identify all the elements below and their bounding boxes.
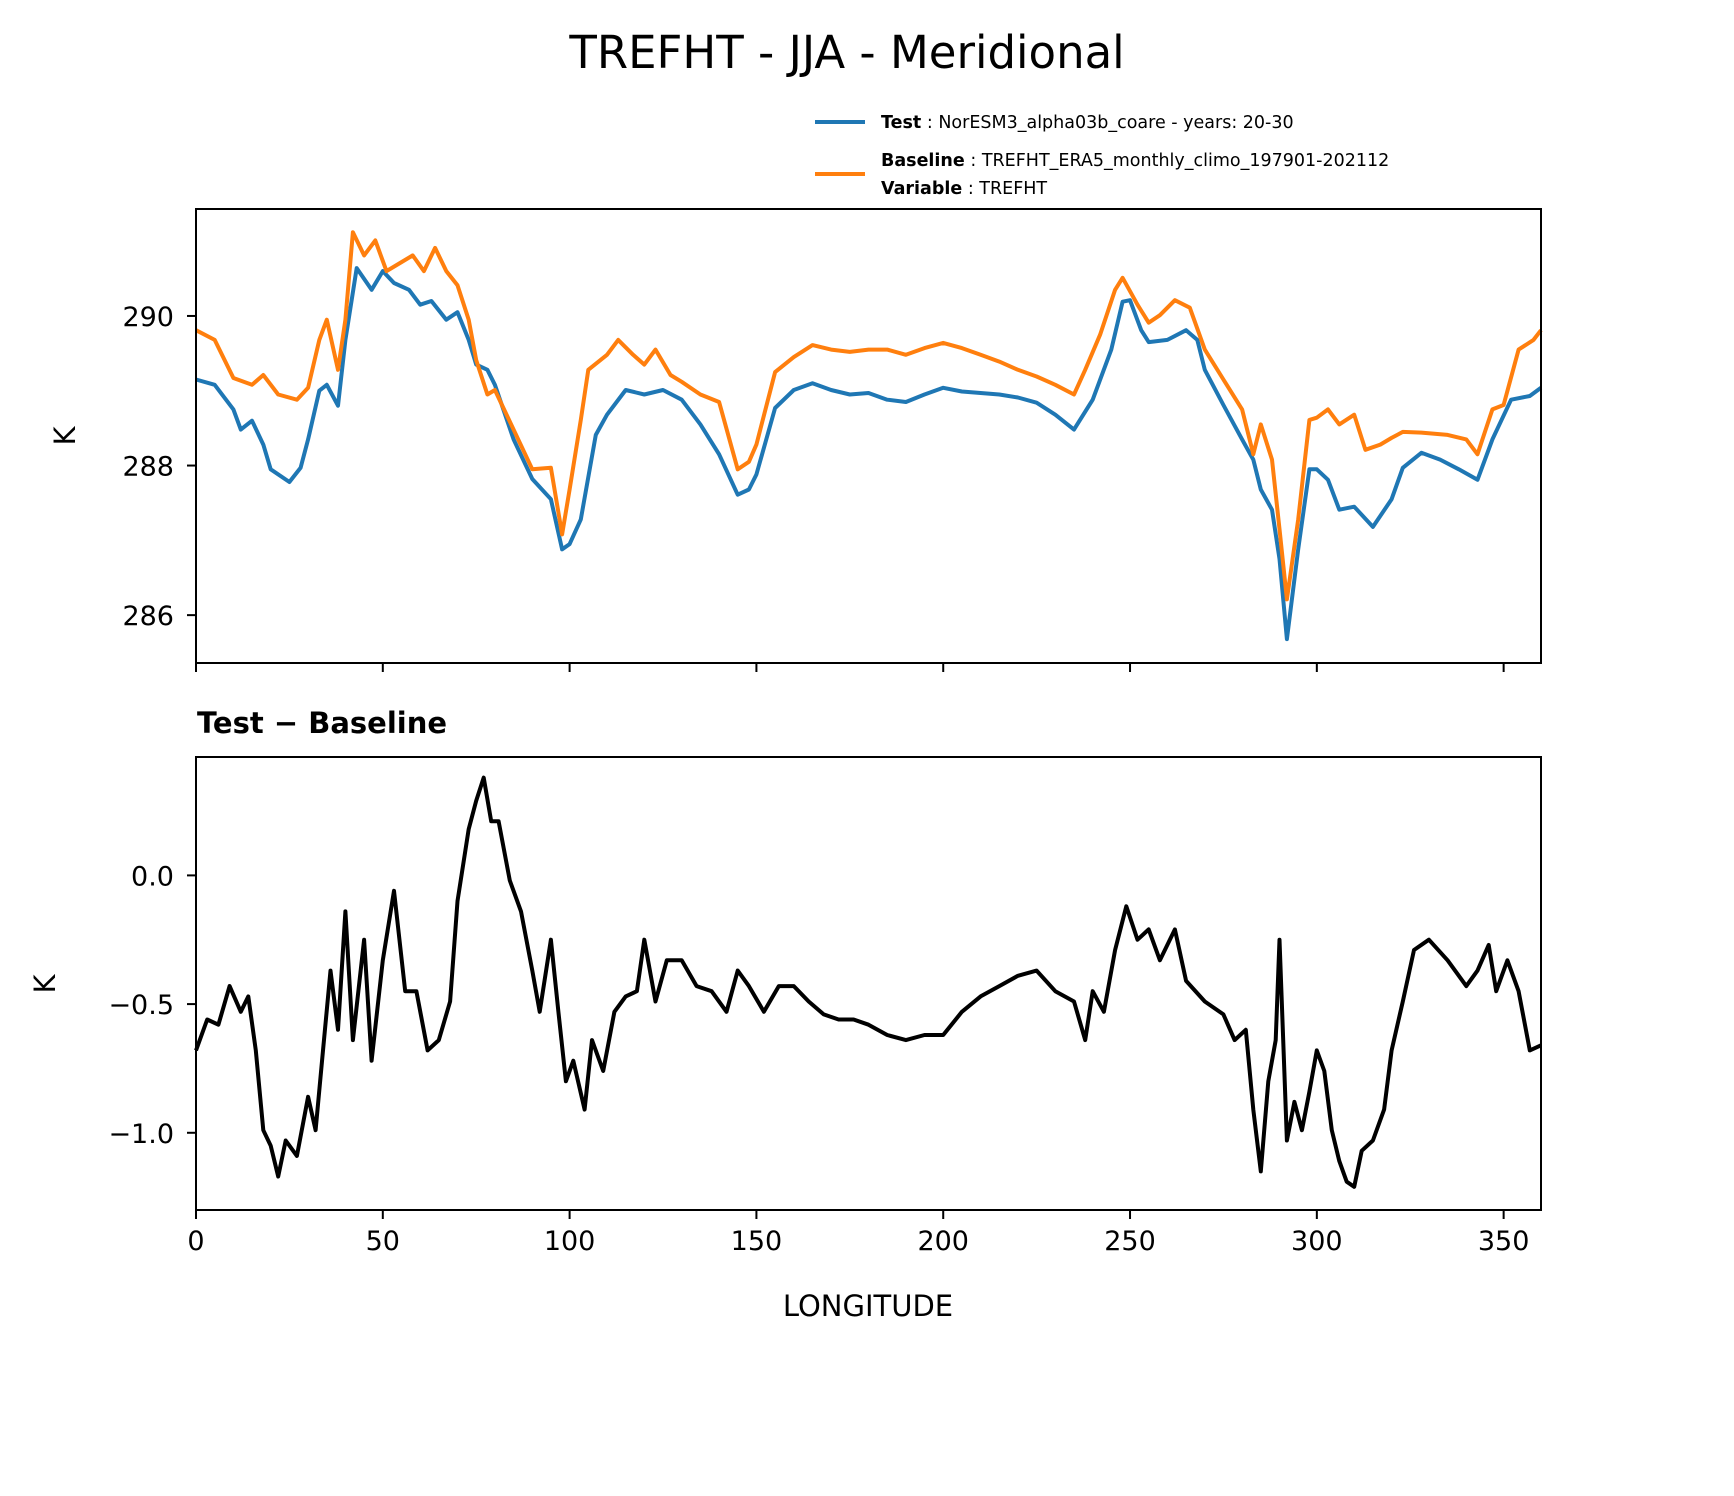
y-tick-label: −0.5 xyxy=(108,990,174,1021)
legend-key-variable: Variable xyxy=(881,179,962,199)
x-tick-label: 100 xyxy=(544,1226,596,1257)
legend-entry-test: Test : NorESM3_alpha03b_coare - years: 2… xyxy=(881,113,1294,133)
x-tick-label: 300 xyxy=(1291,1226,1343,1257)
axes-frame xyxy=(195,208,1542,664)
bottom-y-axis-label: K xyxy=(28,974,62,994)
x-tick-label: 150 xyxy=(731,1226,783,1257)
y-tick-label: 288 xyxy=(122,452,174,483)
axes-frame xyxy=(195,756,1542,1211)
y-tick-label: 0.0 xyxy=(131,861,174,892)
legend-text-variable: TREFHT xyxy=(978,179,1047,199)
legend-sep: : xyxy=(968,179,974,199)
legend-text-test: NorESM3_alpha03b_coare - years: 20-30 xyxy=(938,113,1293,133)
x-tick-label: 250 xyxy=(1104,1226,1156,1257)
y-tick-label: 286 xyxy=(122,601,174,632)
series-line-test xyxy=(195,266,1543,642)
legend-entry-baseline: Baseline : TREFHT_ERA5_monthly_climo_197… xyxy=(881,151,1389,171)
x-tick-label: 350 xyxy=(1478,1226,1530,1257)
difference-panel-title: Test − Baseline xyxy=(197,706,447,740)
top-y-axis-label: K xyxy=(48,426,82,446)
series-line-test-baseline xyxy=(194,775,1542,1189)
legend-sep: : xyxy=(970,151,976,171)
legend-sep: : xyxy=(927,113,933,133)
x-axis-label: LONGITUDE xyxy=(783,1289,953,1323)
x-tick-label: 200 xyxy=(917,1226,969,1257)
difference-panel: 0 50 100 150 200 250 300 350 −1.0 −0.5 0.0 xyxy=(108,756,1542,1257)
y-tick-label: 290 xyxy=(122,302,174,333)
figure-title: TREFHT - JJA - Meridional xyxy=(568,26,1124,79)
legend-key-baseline: Baseline xyxy=(881,151,965,171)
x-tick-label: 50 xyxy=(366,1226,400,1257)
top-panel: 286 288 290 xyxy=(122,208,1543,672)
y-tick-label: −1.0 xyxy=(108,1119,174,1150)
legend-key-test: Test xyxy=(881,113,921,133)
x-tick-label: 0 xyxy=(187,1226,204,1257)
series-line-baseline xyxy=(195,230,1543,602)
legend-text-baseline: TREFHT_ERA5_monthly_climo_197901-202112 xyxy=(981,151,1389,171)
legend-entry-variable: Variable : TREFHT xyxy=(881,179,1047,199)
legend: Test : NorESM3_alpha03b_coare - years: 2… xyxy=(815,113,1389,199)
